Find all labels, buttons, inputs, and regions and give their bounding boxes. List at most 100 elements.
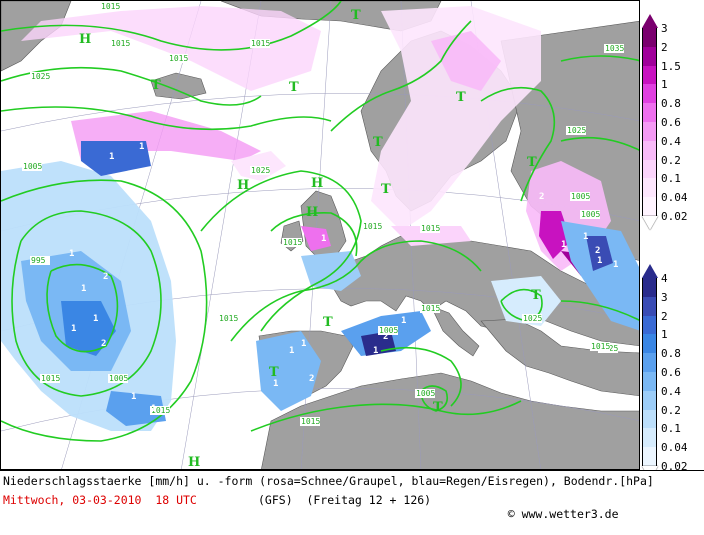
low-pressure-marker: T	[531, 288, 541, 303]
land-balkans	[480, 318, 639, 397]
precip-intensity-label: 1	[71, 324, 76, 334]
isobar-label: 1035	[605, 44, 624, 53]
legend-swatch	[642, 447, 657, 466]
isobar-label-bg	[30, 72, 50, 81]
low-pressure-marker: T	[527, 155, 537, 170]
legend-swatch	[642, 197, 657, 216]
copyright-text: www.wetter3.de	[521, 507, 619, 521]
legend-swatch	[642, 296, 657, 316]
legend-tick-label: 0.1	[661, 172, 681, 186]
legend-swatch	[642, 122, 657, 141]
isobar-label-bg	[604, 44, 624, 53]
caption-copyright: © www.wetter3.de	[480, 493, 619, 535]
high-pressure-marker: H	[306, 205, 318, 220]
isobar-label-bg	[110, 39, 130, 48]
isobar-label: 1015	[591, 342, 610, 351]
legend-tick-label: 0.02	[661, 210, 688, 223]
isobar-label: 1015	[363, 222, 382, 231]
isobar-label: 1025	[567, 126, 586, 135]
precip-intensity-label: 2	[101, 339, 106, 349]
low-pressure-marker: T	[323, 315, 333, 330]
legend-swatch	[642, 46, 657, 66]
caption-panel: Niederschlagsstaerke [mm/h] u. -form (ro…	[0, 470, 704, 521]
low-pressure-marker: T	[373, 135, 383, 150]
caption-date: Mittwoch, 03-03-2010 18 UTC	[3, 493, 197, 507]
isobar-label: 1015	[101, 2, 120, 11]
precip-intensity-label: 1	[321, 234, 326, 244]
legend-swatch	[642, 409, 657, 429]
isobar-label: 1015	[41, 374, 60, 383]
weather-map: 1015 1015 1025 1015 1015 1025 1015 1005 1035 1025…	[0, 0, 640, 470]
precip-intensity-label: 2	[103, 272, 108, 282]
precip-intensity-label: 1	[597, 256, 602, 266]
precip-intensity-label: 1	[81, 284, 86, 294]
isobar-label-bg	[566, 126, 586, 135]
precip-intensity-label: 1	[273, 379, 278, 389]
isobars	[1, 1, 639, 442]
legend-arrow-up-icon	[642, 264, 658, 278]
isobar-label: 1005	[109, 374, 128, 383]
legend-swatch	[642, 390, 657, 410]
legend-tick-label: 0.1	[661, 422, 681, 436]
high-pressure-marker: H	[188, 455, 200, 470]
precip-intensity-label: 1	[139, 142, 144, 152]
legend-rain: 4 3 2 1 0.8 0.6 0.4 0.2 0.1 0.04 0.02	[641, 264, 704, 490]
high-pressure-marker: H	[311, 176, 323, 191]
low-pressure-marker: T	[289, 80, 299, 95]
isobar-label: 1015	[169, 54, 188, 63]
legend-swatch	[642, 315, 657, 335]
precip-intensity-label: 2	[309, 374, 314, 384]
legend-tick-label: 0.04	[661, 441, 688, 455]
legend-swatch	[642, 428, 657, 448]
low-pressure-marker: T	[151, 78, 161, 93]
legend-swatch	[642, 103, 657, 122]
legend-tick-label: 2	[661, 309, 668, 323]
isobar-label: 1005	[571, 192, 590, 201]
legend-swatch	[642, 65, 657, 85]
legend-swatch	[642, 140, 657, 160]
isobar-label: 1015	[301, 417, 320, 426]
isobar-label-bg	[420, 224, 440, 233]
precip-intensity-label: 1	[93, 314, 98, 324]
isobar-label-bg	[580, 210, 600, 219]
isobar-label-bg	[590, 342, 610, 351]
legend-swatch	[642, 159, 657, 179]
precip-intensity-label: 1	[361, 242, 366, 252]
legend-tick-label: 0.4	[661, 384, 681, 398]
precip-intensity-label: 1	[131, 392, 136, 402]
copyright-icon: ©	[507, 507, 515, 521]
legend-tick-label: 3	[661, 290, 668, 304]
precip-intensity-label: 1	[69, 249, 74, 259]
isobar-label-bg	[282, 238, 302, 247]
isobar-label-bg	[570, 192, 590, 201]
legend-tick-label: 0.6	[661, 366, 681, 379]
land-iceland	[150, 72, 207, 100]
isobar-label: 995	[31, 256, 46, 265]
isobar-label: 1015	[111, 39, 130, 48]
precip-intensity-label: 1	[109, 152, 114, 162]
isobar-label: 1015	[219, 314, 238, 323]
precip-intensity-label: 1	[401, 316, 406, 326]
land-africa	[261, 372, 639, 469]
isobar-label: 1005	[379, 326, 398, 335]
precip-intensity-label: 1	[373, 346, 378, 356]
isobar-label-bg	[30, 256, 50, 265]
precip-intensity-label: 1	[613, 260, 618, 270]
map-canvas: 1015 1015 1025 1015 1015 1025 1015 1005 1035 1025…	[1, 1, 639, 470]
high-pressure-marker: H	[237, 178, 249, 193]
isobar-label-bg	[108, 374, 128, 383]
caption-model: (GFS) (Freitag 12 + 126)	[258, 493, 432, 507]
isobar-label-bg	[250, 39, 270, 48]
isobar-label-bg	[362, 222, 382, 231]
isobar-label: 1015	[251, 39, 270, 48]
low-pressure-marker: T	[433, 400, 443, 415]
isobar-label-bg	[150, 406, 170, 415]
legend-swatch	[642, 28, 657, 47]
isobar-label-bg	[415, 389, 435, 398]
legend-tick-label: 0.04	[661, 191, 688, 205]
isobar-label-bg	[522, 314, 542, 323]
precip-intensity-label: 2	[595, 246, 600, 256]
legend-tick-label: 0.4	[661, 134, 681, 148]
low-pressure-marker: T	[456, 90, 466, 105]
